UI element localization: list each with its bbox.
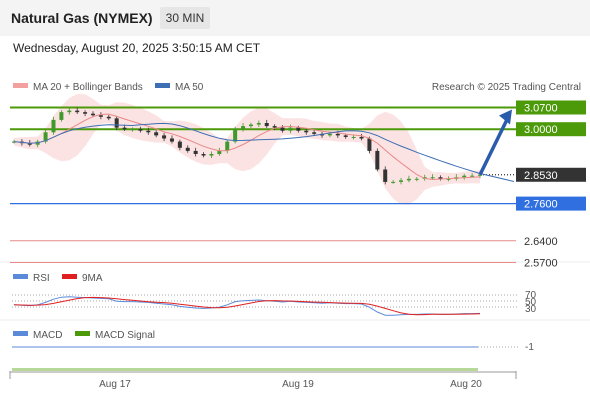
bb-legend-swatch bbox=[13, 83, 28, 88]
candle-body bbox=[98, 115, 103, 117]
candle-body bbox=[430, 177, 435, 179]
datetime-label: Wednesday, August 20, 2025 3:50:15 AM CE… bbox=[13, 41, 261, 55]
candle-body bbox=[264, 123, 269, 127]
macd-tick-neg1: -1 bbox=[525, 342, 534, 353]
credit-label: Research © 2025 Trading Central bbox=[432, 82, 581, 93]
candle-body bbox=[233, 129, 238, 142]
macd-signal-bar bbox=[12, 368, 478, 371]
level-box-3.0700 bbox=[516, 100, 586, 115]
macd-legend-swatch bbox=[13, 331, 28, 336]
candle-body bbox=[296, 127, 301, 131]
candle-body bbox=[248, 124, 253, 127]
candle-body bbox=[351, 136, 356, 138]
candle-body bbox=[75, 110, 80, 113]
rsi-ma-legend-label: 9MA bbox=[82, 273, 103, 284]
rsi-ma-legend-swatch bbox=[62, 274, 77, 279]
rsi-legend-label: RSI bbox=[33, 273, 50, 284]
macd-legend-label: MACD bbox=[33, 330, 62, 341]
candle-body bbox=[83, 112, 88, 114]
candle-body bbox=[446, 178, 451, 180]
candle-body bbox=[177, 141, 182, 148]
candle-body bbox=[367, 138, 372, 151]
level-box-3.0000 bbox=[516, 122, 586, 137]
bollinger-band bbox=[14, 94, 480, 205]
candle-body bbox=[130, 129, 135, 131]
ma50-legend-label: MA 50 bbox=[175, 82, 204, 93]
candle-body bbox=[209, 154, 214, 156]
level-label-2.8530: 2.8530 bbox=[524, 170, 558, 182]
candle-body bbox=[193, 150, 198, 154]
forecast-arrow bbox=[478, 116, 510, 176]
rsi-tick-30: 30 bbox=[525, 304, 537, 315]
candle-body bbox=[406, 178, 411, 181]
candle-body bbox=[225, 141, 230, 151]
candle-body bbox=[169, 138, 174, 142]
candle-body bbox=[438, 177, 443, 179]
candle-body bbox=[106, 116, 111, 119]
candle-body bbox=[90, 113, 95, 116]
rsi-tick-50: 50 bbox=[525, 297, 537, 308]
candle-body bbox=[241, 126, 246, 130]
candle-body bbox=[399, 180, 404, 182]
candle-body bbox=[359, 136, 364, 139]
candle-body bbox=[138, 129, 143, 131]
candle-body bbox=[67, 110, 72, 113]
x-tick-aug17: Aug 17 bbox=[99, 379, 131, 390]
candle-body bbox=[335, 133, 340, 136]
candle-body bbox=[162, 135, 167, 139]
level-label-3.0700: 3.0700 bbox=[524, 103, 558, 115]
candle-body bbox=[343, 135, 348, 137]
candle-body bbox=[114, 118, 119, 128]
macd-signal-legend-swatch bbox=[75, 331, 90, 336]
candle-body bbox=[201, 154, 206, 156]
candle-body bbox=[414, 178, 419, 180]
candle-body bbox=[280, 127, 285, 131]
x-tick-aug20: Aug 20 bbox=[450, 379, 482, 390]
candle-body bbox=[470, 175, 475, 177]
rsi-legend-swatch bbox=[13, 274, 28, 279]
timeframe-button[interactable]: 30 MIN bbox=[160, 7, 210, 29]
candle-body bbox=[122, 127, 127, 130]
macd-signal-legend-label: MACD Signal bbox=[95, 330, 155, 341]
candle-body bbox=[312, 132, 317, 134]
level-label-2.6400: 2.6400 bbox=[524, 236, 558, 248]
candle-body bbox=[272, 126, 277, 128]
rsi-line bbox=[13, 296, 481, 316]
level-label-3.0000: 3.0000 bbox=[524, 124, 558, 136]
candle-body bbox=[391, 181, 396, 183]
level-label-2.5700: 2.5700 bbox=[524, 258, 558, 270]
candle-body bbox=[304, 130, 309, 133]
rsi-tick-70: 70 bbox=[525, 290, 537, 301]
candle-body bbox=[327, 133, 332, 136]
forecast-arrowhead bbox=[499, 109, 512, 125]
level-box-2.7600 bbox=[516, 196, 586, 211]
ma20-line bbox=[13, 113, 481, 181]
level-label-2.7600: 2.7600 bbox=[524, 199, 558, 211]
candle-body bbox=[146, 130, 151, 133]
instrument-title: Natural Gas (NYMEX) bbox=[11, 10, 153, 26]
rsi-ma-line bbox=[13, 296, 481, 316]
candle-body bbox=[256, 123, 261, 125]
candle-body bbox=[59, 112, 64, 120]
candle-body bbox=[375, 150, 380, 170]
bb-legend-label: MA 20 + Bollinger Bands bbox=[33, 82, 143, 93]
candle-body bbox=[185, 147, 190, 151]
candle-body bbox=[462, 175, 467, 178]
candle-body bbox=[288, 127, 293, 131]
header-bar: Natural Gas (NYMEX) 30 MIN bbox=[0, 0, 590, 36]
candle-body bbox=[478, 174, 482, 176]
candle-body bbox=[217, 150, 222, 154]
candle-body bbox=[43, 132, 48, 142]
level-box-2.8530 bbox=[516, 167, 586, 182]
candle-body bbox=[51, 119, 56, 133]
candle-body bbox=[27, 143, 32, 145]
ma50-legend-swatch bbox=[155, 83, 170, 88]
x-tick-aug19: Aug 19 bbox=[282, 379, 314, 390]
candle-body bbox=[383, 169, 388, 182]
ma50-line bbox=[13, 122, 515, 182]
candle-body bbox=[154, 132, 159, 136]
